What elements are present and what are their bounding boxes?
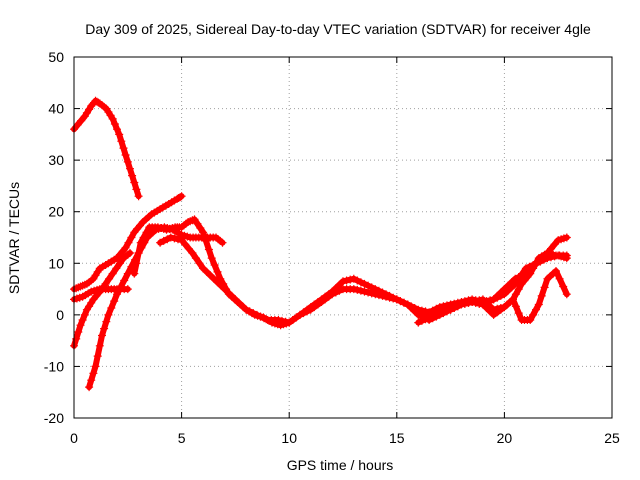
series-line: [71, 97, 142, 200]
y-tick-label: -10: [44, 358, 64, 374]
series-line: [71, 250, 133, 349]
x-tick-label: 0: [70, 430, 78, 446]
x-tick-label: 25: [604, 430, 620, 446]
y-tick-label: 40: [48, 101, 64, 117]
y-axis-label: SDTVAR / TECUs: [6, 182, 22, 294]
plot-frame: [73, 56, 613, 419]
data-series: [70, 96, 571, 392]
x-tick-label: 20: [497, 430, 513, 446]
grid-lines: [74, 57, 612, 418]
x-axis-label: GPS time / hours: [287, 457, 394, 473]
x-tick-label: 10: [281, 430, 297, 446]
y-tick-label: 30: [48, 152, 64, 168]
series-1: [70, 96, 143, 201]
series-7: [156, 233, 571, 327]
y-tick-label: 0: [56, 307, 64, 323]
y-tick-label: -20: [44, 410, 64, 426]
chart-title: Day 309 of 2025, Sidereal Day-to-day VTE…: [85, 21, 591, 37]
series-3: [85, 223, 227, 392]
y-tick-label: 50: [48, 49, 64, 65]
y-tick-label: 20: [48, 204, 64, 220]
x-tick-label: 5: [178, 430, 186, 446]
x-tick-label: 15: [389, 430, 405, 446]
series-markers: [70, 96, 143, 201]
series-9: [414, 267, 571, 327]
series-markers: [414, 267, 571, 327]
series-markers: [85, 223, 227, 392]
y-tick-label: 10: [48, 255, 64, 271]
series-markers: [130, 215, 571, 330]
series-4: [130, 215, 571, 330]
series-line: [86, 224, 226, 391]
tick-labels: 0 5 10 15 20 25 -20 -10 0 10 20 30 40 50: [44, 49, 620, 446]
axis-ticks: [73, 56, 613, 419]
